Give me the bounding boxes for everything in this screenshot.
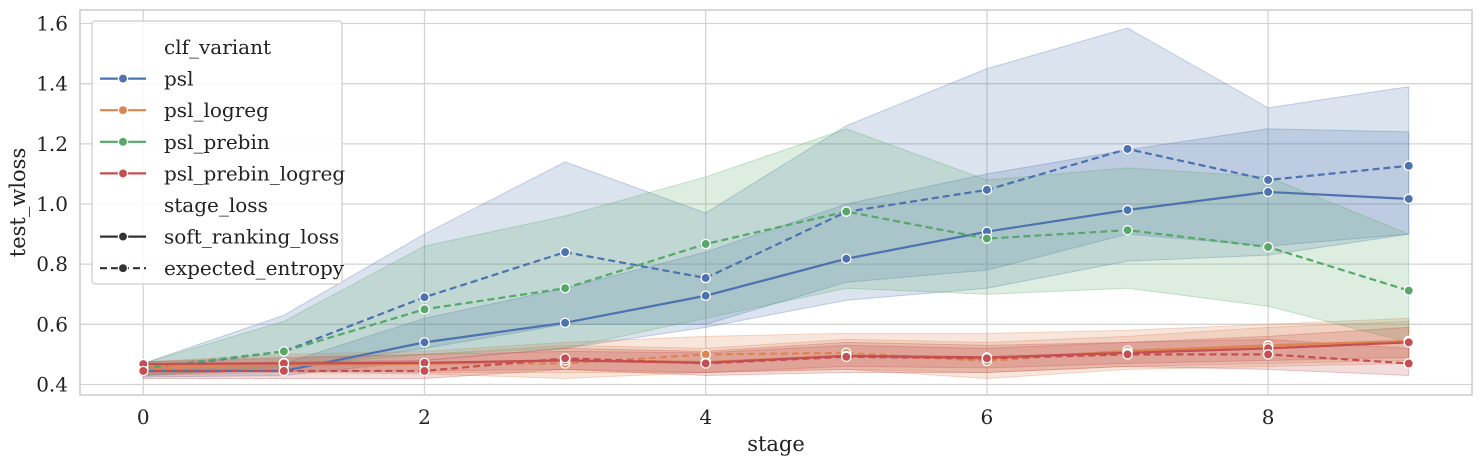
y-tick-labels: 0.4 0.6 0.8 1.0 1.2 1.4 1.6 <box>36 12 68 397</box>
data-point-psl_prebin_logreg <box>700 358 711 369</box>
data-point-psl <box>700 272 711 284</box>
series-line-psl-soft_ranking_loss <box>143 190 1409 373</box>
y-tick-label: 1.6 <box>36 12 68 36</box>
x-tick-label: 2 <box>418 405 431 429</box>
data-point-psl <box>981 184 993 196</box>
legend-entry-label: expected_entropy <box>164 256 345 280</box>
legend-title: stage_loss <box>164 193 268 217</box>
legend-entry-label: psl <box>164 67 193 91</box>
data-point-psl_prebin_logreg <box>841 351 852 363</box>
data-point-psl <box>1262 186 1274 198</box>
y-axis-label: test_wloss <box>6 148 30 257</box>
data-point-psl_prebin <box>700 238 711 250</box>
x-tick-labels: 0 2 4 6 8 <box>137 405 1275 429</box>
x-tick-label: 6 <box>981 405 994 429</box>
data-point-psl_prebin <box>278 346 290 357</box>
y-tick-label: 1.4 <box>36 72 68 96</box>
legend-swatch-marker <box>117 73 129 84</box>
data-point-psl <box>1403 160 1414 172</box>
data-point-psl <box>841 253 852 264</box>
series-line-psl_prebin_logreg-expected_entropy <box>143 353 1409 373</box>
data-point-psl_prebin <box>981 233 993 244</box>
legend-title: clf_variant <box>164 35 271 59</box>
data-point-psl_prebin_logreg <box>419 365 430 377</box>
data-point-psl <box>1262 174 1274 186</box>
data-point-psl_prebin <box>841 206 852 217</box>
legend-entry-label: psl_prebin_logreg <box>164 161 345 185</box>
x-tick-label: 0 <box>137 405 150 429</box>
legend-entry-label: psl_prebin <box>164 130 270 154</box>
data-point-psl_prebin_logreg <box>138 365 149 377</box>
y-tick-label: 0.6 <box>36 312 68 336</box>
legend-swatch-marker <box>117 231 129 242</box>
data-point-psl_prebin <box>559 282 571 294</box>
data-point-psl <box>559 317 571 329</box>
data-point-psl_prebin <box>1262 241 1274 253</box>
data-point-psl <box>419 291 430 303</box>
y-tick-label: 0.8 <box>36 252 68 276</box>
legend-swatch-marker <box>117 168 129 179</box>
y-tick-label: 1.0 <box>36 192 68 216</box>
x-tick-label: 4 <box>699 405 712 429</box>
legend-swatch-marker <box>117 104 129 116</box>
legend-entry-label: soft_ranking_loss <box>164 225 339 249</box>
x-tick-label: 8 <box>1262 405 1275 429</box>
data-point-psl_prebin <box>1403 285 1414 296</box>
data-point-psl <box>1122 204 1133 216</box>
data-point-psl_prebin_logreg <box>1403 337 1414 348</box>
y-tick-label: 1.2 <box>36 132 68 156</box>
data-point-psl_prebin <box>419 304 430 315</box>
data-point-psl <box>559 246 571 258</box>
legend-swatch-marker <box>117 136 129 148</box>
data-point-psl <box>700 290 711 301</box>
ci-band-psl-soft_ranking_loss <box>142 128 1410 378</box>
data-point-psl <box>1403 193 1414 205</box>
series-line-psl-expected_entropy <box>143 147 1409 371</box>
legend-box <box>91 20 343 285</box>
data-point-psl_prebin_logreg <box>1403 358 1414 369</box>
x-axis-label: stage <box>747 432 805 456</box>
data-point-psl <box>1122 143 1133 155</box>
legend-swatch-marker <box>117 262 129 274</box>
data-point-psl <box>419 337 430 348</box>
ci-band-psl-expected_entropy <box>142 27 1410 376</box>
data-point-psl_prebin <box>1122 224 1133 236</box>
series-line-psl_prebin-expected_entropy <box>143 210 1410 370</box>
data-point-psl_prebin_logreg <box>1262 349 1274 360</box>
series-lines <box>143 147 1410 373</box>
legend-entry-label: psl_logreg <box>164 98 269 122</box>
y-tick-label: 0.4 <box>36 372 68 396</box>
data-point-psl_prebin_logreg <box>559 353 571 364</box>
series-markers <box>138 143 1414 377</box>
data-point-psl_prebin_logreg <box>981 353 993 364</box>
data-point-psl_prebin_logreg <box>1122 349 1133 360</box>
data-point-psl_prebin_logreg <box>278 365 290 377</box>
plot-frame <box>79 9 1473 396</box>
